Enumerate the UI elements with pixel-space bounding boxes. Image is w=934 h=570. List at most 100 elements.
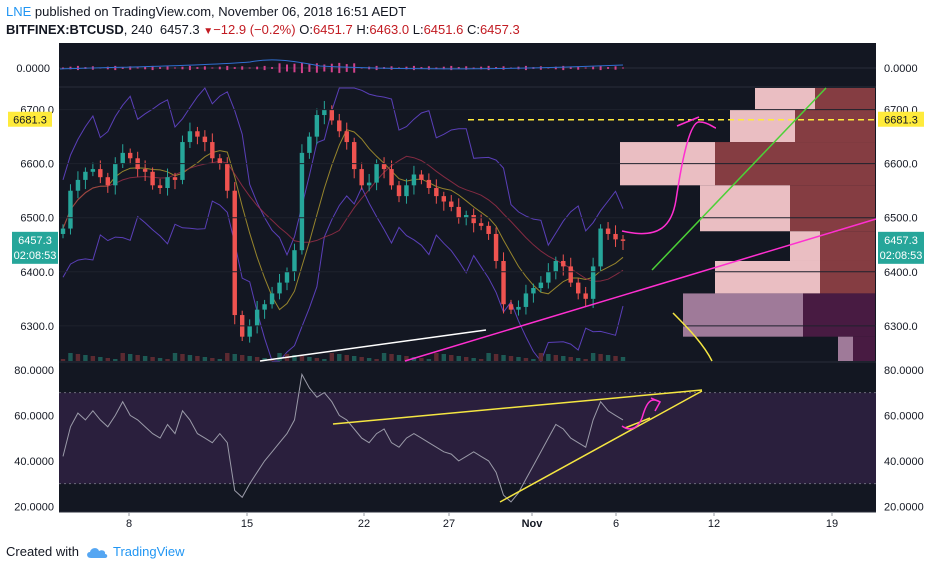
price-tick-right: 6400.0 xyxy=(884,267,918,279)
volume-bar xyxy=(613,356,618,361)
candle-body xyxy=(493,233,499,261)
price-label-right-bg xyxy=(878,231,924,264)
macd-histogram-bar xyxy=(465,66,468,70)
candle-body xyxy=(568,266,573,283)
volume-bar xyxy=(486,353,491,361)
macd-histogram-bar xyxy=(487,65,490,71)
volume-profile-down xyxy=(820,231,875,261)
volume-bar xyxy=(90,356,96,361)
author-name[interactable]: LNE xyxy=(6,4,32,19)
macd-histogram-bar xyxy=(450,65,453,71)
candle-body xyxy=(202,136,208,143)
rsi-projection-curve xyxy=(621,399,661,430)
macd-histogram-bar xyxy=(174,67,176,69)
candle-body xyxy=(157,185,163,189)
macd-histogram-bar xyxy=(188,65,191,71)
macd-histogram-bar xyxy=(114,65,117,71)
candle-body xyxy=(292,250,297,272)
candle-body xyxy=(247,325,252,337)
time-tick-label: 22 xyxy=(358,518,370,530)
candle-body xyxy=(575,282,581,294)
candle-body xyxy=(344,131,349,143)
macd-histogram-bar xyxy=(405,66,408,70)
macd-histogram-bar xyxy=(121,67,124,69)
volume-bar xyxy=(538,353,544,361)
candle-body xyxy=(314,115,320,137)
candle-body xyxy=(142,169,148,172)
candle-body xyxy=(434,188,439,197)
volume-bar xyxy=(561,356,566,361)
volume-profile-down xyxy=(853,336,875,361)
price-tick-right: 6300.0 xyxy=(884,321,918,333)
tradingview-cloud-icon xyxy=(87,548,108,558)
slow-moving-average-line xyxy=(62,155,624,282)
volume-bar xyxy=(180,354,185,361)
macd-histogram-bar xyxy=(151,65,154,71)
macd-histogram-bar xyxy=(442,66,445,70)
candle-body xyxy=(337,120,342,132)
macd-histogram-bar xyxy=(300,62,303,74)
macd-histogram-bar xyxy=(315,63,318,73)
candle-body xyxy=(419,174,424,180)
volume-bar xyxy=(150,357,155,361)
macd-histogram-bar xyxy=(562,65,565,71)
rsi-tick-left: 20.0000 xyxy=(14,501,54,513)
rsi-band xyxy=(59,392,876,484)
symbol-name: BITFINEX:BTCUSD xyxy=(6,22,124,37)
candle-body xyxy=(307,136,312,153)
rsi-resistance-trendline xyxy=(332,389,703,425)
macd-pane xyxy=(59,59,876,74)
volume-bar xyxy=(172,353,178,361)
volume-bar xyxy=(523,358,529,361)
volume-bar xyxy=(314,358,320,361)
volume-bar xyxy=(575,358,581,361)
volume-bar xyxy=(463,357,469,361)
volume-bar xyxy=(239,355,245,361)
price-label-left-bg xyxy=(12,231,58,264)
candle-body xyxy=(180,142,185,180)
macd-histogram-bar xyxy=(278,63,281,73)
price-tick-right: 6500.0 xyxy=(884,213,918,225)
volume-bar xyxy=(142,356,148,361)
candle-body xyxy=(60,228,66,234)
volume-bar xyxy=(225,353,230,361)
candle-body xyxy=(396,185,402,197)
volume-bar xyxy=(277,353,282,361)
volume-bar xyxy=(210,358,215,361)
volume-bar xyxy=(247,356,252,361)
interval: 240 xyxy=(130,22,153,37)
candle-body xyxy=(598,228,603,267)
volume-bar xyxy=(396,355,402,361)
macd-histogram-bar xyxy=(263,65,266,71)
macd-histogram-bar xyxy=(159,67,162,69)
price-tick-right: 6600.0 xyxy=(884,159,918,171)
candle-body xyxy=(217,158,223,164)
macd-histogram-bar xyxy=(308,64,311,72)
down-arrow-icon: ▼ xyxy=(203,26,214,37)
candle-body xyxy=(75,179,81,191)
macd-histogram-bar xyxy=(226,65,229,71)
volume-bar xyxy=(359,357,364,361)
volume-profile-up xyxy=(838,336,853,361)
candle-body xyxy=(590,266,596,299)
tradingview-link[interactable]: TradingView xyxy=(112,544,185,559)
rsi-tick-right: 20.0000 xyxy=(884,501,924,513)
countdown-label-left: 02:08:53 xyxy=(14,250,57,262)
candle-body xyxy=(90,169,96,172)
volume-bar xyxy=(195,356,200,361)
candle-body xyxy=(277,282,282,294)
footer: Created with TradingView xyxy=(6,544,185,559)
candle-body xyxy=(561,260,566,267)
candle-body xyxy=(284,271,290,283)
price-label-right: 6457.3 xyxy=(884,235,918,247)
rsi-pane: 80.0000 80.0000 60.0000 60.0000 40.0000 40.00… xyxy=(14,365,924,514)
candle-body xyxy=(583,293,588,299)
volume-bar xyxy=(127,354,133,361)
magenta-trendline xyxy=(404,218,877,362)
volume-bar xyxy=(254,357,260,361)
volume-bar xyxy=(120,353,125,361)
candle-body xyxy=(195,131,200,137)
volume-bar xyxy=(68,353,73,361)
